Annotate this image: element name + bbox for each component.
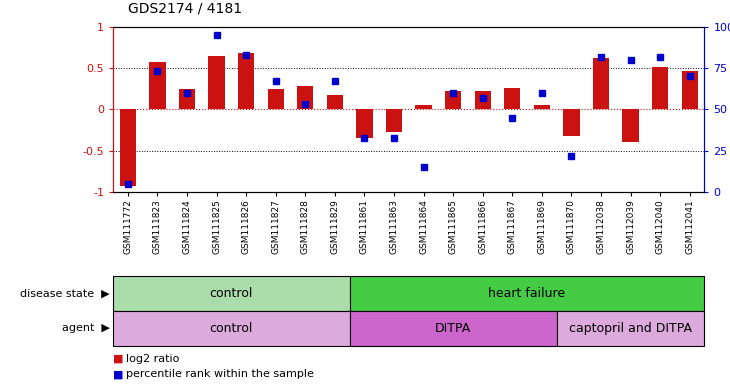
Bar [564,109,580,136]
Bar [504,88,520,109]
Bar [556,311,704,346]
Bar [356,109,372,138]
Bar [386,109,402,132]
Bar [652,66,668,109]
Bar [623,109,639,142]
Bar [350,311,556,346]
Bar [268,89,284,109]
Bar [209,56,225,109]
Bar [150,61,166,109]
Bar [593,58,609,109]
Bar [327,94,343,109]
Text: ■: ■ [113,354,123,364]
Bar [474,91,491,109]
Text: DITPA: DITPA [435,322,472,335]
Text: control: control [210,287,253,300]
Bar [682,71,698,109]
Bar [415,105,431,109]
Text: disease state  ▶: disease state ▶ [20,289,110,299]
Text: percentile rank within the sample: percentile rank within the sample [126,369,314,379]
Bar [238,53,254,109]
Bar [297,86,313,109]
Bar [534,105,550,109]
Bar [120,109,136,186]
Text: control: control [210,322,253,335]
Text: ■: ■ [113,369,123,379]
Text: heart failure: heart failure [488,287,566,300]
Bar [445,91,461,109]
Bar [113,276,350,311]
Text: captopril and DITPA: captopril and DITPA [569,322,692,335]
Text: log2 ratio: log2 ratio [126,354,180,364]
Text: GDS2174 / 4181: GDS2174 / 4181 [128,2,242,15]
Bar [350,276,704,311]
Bar [179,89,195,109]
Bar [113,311,350,346]
Text: agent  ▶: agent ▶ [61,323,110,333]
